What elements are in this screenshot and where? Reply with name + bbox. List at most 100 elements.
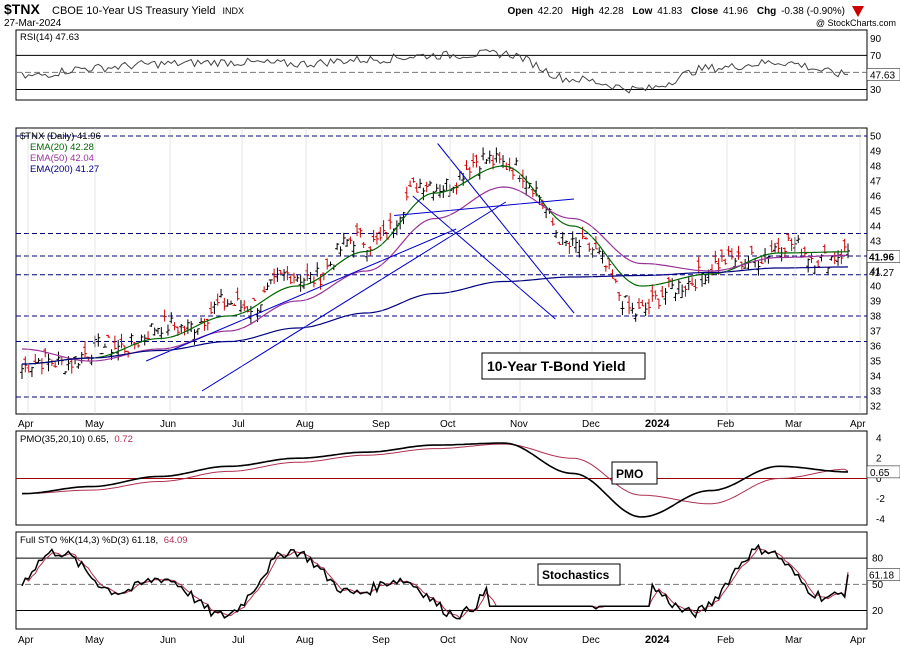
x-tick-label-bottom: Aug <box>296 635 314 646</box>
x-tick-label-bottom: Mar <box>785 635 803 646</box>
price-tick-label: 49 <box>870 147 882 158</box>
price-bar <box>809 251 814 264</box>
price-bar <box>232 303 237 307</box>
price-bar <box>265 282 270 291</box>
price-callout: 10-Year T-Bond Yield <box>481 352 646 380</box>
price-bar <box>481 147 486 161</box>
price-bar <box>335 243 340 250</box>
pmo-panel: 4 2 0 -2 -4 0.65 <box>16 434 900 525</box>
x-tick-label-bottom: Jun <box>160 635 176 646</box>
price-bar <box>122 345 127 354</box>
price-bar <box>683 285 688 297</box>
x-tick-label-price: Apr <box>18 419 34 430</box>
price-bar <box>112 335 117 350</box>
price-bar <box>577 239 582 258</box>
price-last-value: 41.96 <box>869 253 894 264</box>
price-bar <box>408 180 413 187</box>
price-bar <box>285 266 290 281</box>
close-value: 41.96 <box>723 6 748 17</box>
price-bar <box>295 274 300 282</box>
price-bar <box>129 333 134 345</box>
price-bar <box>106 334 111 338</box>
sto-legend: Full STO %K(14,3) %D(3) 61.18, 64.09 <box>20 535 188 546</box>
price-bar <box>355 223 360 236</box>
price-bar <box>640 299 645 307</box>
price-bar <box>620 301 625 316</box>
sto-callout: Stochastics <box>537 563 621 586</box>
price-bar <box>736 245 741 260</box>
rsi-tick-label: 70 <box>870 51 882 62</box>
exchange: INDX <box>223 6 245 16</box>
ema200-legend: EMA(200) 41.27 <box>30 164 99 175</box>
price-bar <box>282 269 287 281</box>
price-bar <box>693 279 698 292</box>
x-tick-label-price: Jul <box>232 419 245 430</box>
price-tick-label: 41 <box>870 267 882 278</box>
price-tick-label: 36 <box>870 342 882 353</box>
rsi-line <box>21 49 848 94</box>
pmo-tick-label: 2 <box>876 454 882 465</box>
price-bar <box>617 291 622 301</box>
price-tick-label: 38 <box>870 312 882 323</box>
price-bar <box>603 265 608 272</box>
price-bar <box>119 333 124 349</box>
price-tick-label: 34 <box>870 372 882 383</box>
price-bar <box>796 235 801 244</box>
price-bar <box>341 232 346 245</box>
price-bar <box>723 258 728 265</box>
price-bar <box>733 257 738 268</box>
price-bar <box>169 312 174 324</box>
high-label: High <box>572 6 594 17</box>
ema20-line <box>22 165 848 365</box>
price-bar <box>418 178 423 189</box>
x-tick-label-price: Feb <box>717 419 735 430</box>
price-bar <box>328 261 333 267</box>
symbol: $TNX <box>4 1 40 17</box>
price-bar <box>680 284 685 299</box>
price-bar <box>653 290 658 300</box>
price-bar <box>195 328 200 335</box>
price-bar <box>298 275 303 292</box>
price-bar <box>729 248 734 260</box>
price-bar <box>414 182 419 193</box>
open-label: Open <box>507 6 533 17</box>
price-bar <box>842 238 847 252</box>
rsi-legend-text: RSI(14) 47.63 <box>20 32 79 43</box>
price-bar <box>646 298 651 315</box>
sto-last-value: 61.18 <box>869 571 894 582</box>
low-value: 41.83 <box>657 6 682 17</box>
price-bar <box>739 261 744 270</box>
open-value: 42.20 <box>538 6 563 17</box>
pmo-last-flag <box>866 465 900 479</box>
price-tick-label: 45 <box>870 207 882 218</box>
price-bar <box>467 166 472 180</box>
price-bar <box>650 284 655 302</box>
price-bar <box>812 265 817 275</box>
trendline <box>437 143 575 314</box>
price-bar <box>185 319 190 334</box>
price-bar <box>172 322 177 331</box>
price-bar <box>275 267 280 282</box>
sto-tick-label: 50 <box>872 580 884 591</box>
price-bar <box>789 238 794 252</box>
ema200-line <box>22 266 849 365</box>
price-bar <box>361 242 366 249</box>
rsi-tick-label: 30 <box>870 85 882 96</box>
price-bar <box>637 298 642 309</box>
price-bar <box>146 331 151 340</box>
sto-tick-label: 80 <box>872 554 884 565</box>
price-tick-label: 47 <box>870 177 882 188</box>
ema200-last-value: 41.27 <box>869 268 894 279</box>
price-bar <box>806 258 811 273</box>
price-tick-label: 40 <box>870 282 882 293</box>
price-bar <box>182 325 187 336</box>
price-bar <box>83 341 88 359</box>
price-bar <box>374 232 379 245</box>
rsi-tick-label: 90 <box>870 34 882 45</box>
price-bar <box>308 271 313 284</box>
price-bar <box>597 247 602 255</box>
trendline <box>412 195 556 320</box>
sto-legend-signal: 64.09 <box>164 535 188 546</box>
price-bar <box>776 237 781 254</box>
